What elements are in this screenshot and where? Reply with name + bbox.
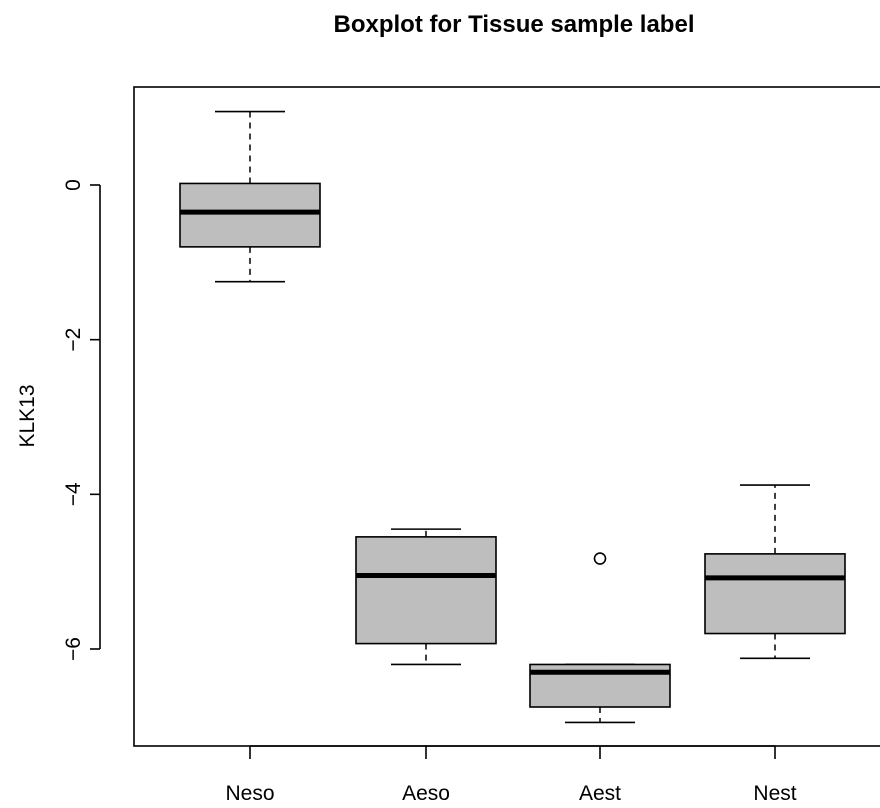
y-axis: 0 −2 −4 −6	[62, 179, 101, 661]
y-axis-label: KLK13	[16, 384, 39, 447]
x-axis: Neso Aeso Aest Nest	[225, 745, 797, 805]
outlier-point	[593, 552, 607, 565]
y-tick-label: 0	[62, 179, 85, 191]
x-tick-label: Neso	[225, 782, 274, 805]
box-aeso	[355, 528, 497, 666]
chart-title: Boxplot for Tissue sample label	[334, 11, 695, 38]
box-nest	[704, 484, 846, 660]
box-iqr	[704, 553, 846, 635]
y-tick-label: −4	[62, 482, 85, 506]
x-tick-label: Aest	[579, 782, 621, 805]
box-neso	[179, 110, 321, 283]
box-iqr	[355, 536, 497, 645]
y-tick-label: −6	[62, 637, 85, 661]
y-tick-label: −2	[62, 328, 85, 352]
boxes	[179, 110, 846, 724]
x-tick-label: Aeso	[402, 782, 450, 805]
box-aest	[529, 552, 671, 724]
x-tick-label: Nest	[753, 782, 796, 805]
box-iqr	[179, 182, 321, 248]
